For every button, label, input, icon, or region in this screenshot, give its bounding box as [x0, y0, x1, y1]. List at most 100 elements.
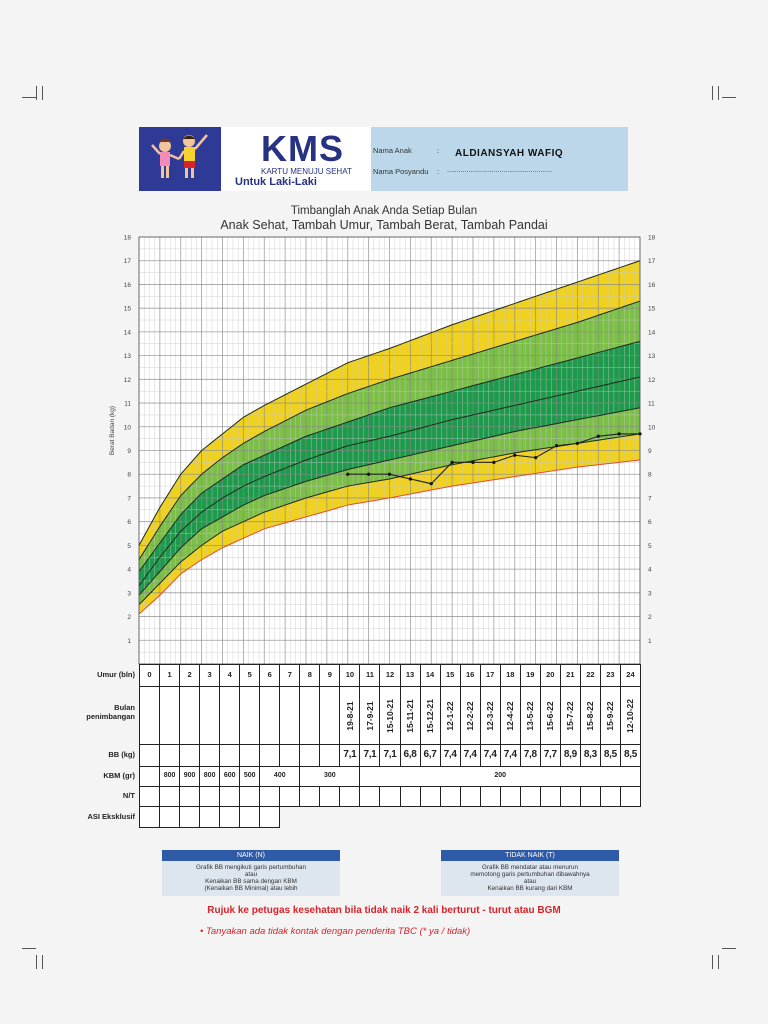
nt-cell: [479, 786, 501, 807]
weight-point: [596, 434, 600, 438]
bulan-label-line: penimbangan: [86, 712, 135, 721]
date-text: 15-9-22: [605, 700, 616, 731]
weight-point: [575, 441, 579, 445]
date-text: 12-3-22: [485, 700, 496, 731]
nt-cell: [399, 786, 421, 807]
children-illustration-icon: [151, 134, 208, 178]
card-header: KMS KARTU MENUJU SEHAT Untuk Laki-Laki N…: [139, 127, 628, 191]
y-tick-label-left: 2: [127, 614, 131, 621]
growth-curve: [138, 376, 641, 587]
y-tick-label-left: 7: [127, 495, 131, 502]
bb-cell: [299, 744, 321, 767]
month-cell: 14: [419, 664, 441, 687]
nt-cell: [159, 786, 181, 807]
crop-mark: [718, 955, 719, 969]
legend-naik: NAIK (N) Grafik BB mengikuti garis pertu…: [162, 850, 340, 896]
date-cell: 15-9-22: [599, 686, 621, 745]
date-text: 15-7-22: [565, 700, 576, 731]
weight-point: [638, 432, 642, 436]
bb-cell: [239, 744, 261, 767]
y-tick-label-right: 9: [648, 448, 652, 455]
y-tick-label-right: 8: [648, 472, 652, 479]
month-cell: 17: [479, 664, 501, 687]
child-name-colon: :: [437, 146, 440, 155]
date-cell: 13-5-22: [519, 686, 541, 745]
y-tick-label-left: 3: [127, 590, 131, 597]
nt-cell: [219, 786, 241, 807]
legend-tidak-line: Grafik BB mendatar atau menurun: [482, 864, 578, 871]
date-cell: 15-8-22: [579, 686, 601, 745]
month-cell: 5: [239, 664, 261, 687]
y-tick-label-left: 14: [124, 329, 132, 336]
nt-cell: [179, 786, 201, 807]
date-cell: 15-12-21: [419, 686, 441, 745]
kbm-cell: 600: [219, 766, 241, 787]
kbm-cell: 900: [179, 766, 201, 787]
nt-cell: [199, 786, 221, 807]
kbm-cell: 800: [159, 766, 181, 787]
month-cell: 15: [439, 664, 461, 687]
date-text: 15-6-22: [545, 700, 556, 731]
kbm-cell: 800: [199, 766, 221, 787]
kbm-cell: 200: [359, 766, 641, 787]
nt-cell: [459, 786, 481, 807]
date-cell: 19-8-21: [339, 686, 361, 745]
legend-naik-line: Kenaikan BB sama dengan KBM: [205, 878, 297, 885]
y-tick-label-left: 8: [127, 472, 131, 479]
bb-cell: 6,8: [399, 744, 421, 767]
bb-cell: 7,4: [459, 744, 481, 767]
kbm-label: KBM (gr): [103, 771, 135, 780]
y-tick-label-left: 5: [127, 543, 131, 550]
child-name-label: Nama Anak: [373, 146, 412, 155]
bulan-label-line: Bulan: [114, 703, 135, 712]
bb-cell: [159, 744, 181, 767]
date-cell: 15-7-22: [559, 686, 581, 745]
bb-cell: 7,4: [439, 744, 461, 767]
growth-curve: [138, 260, 641, 546]
nt-cell: [599, 786, 621, 807]
month-cell: 2: [179, 664, 201, 687]
weight-point: [367, 472, 371, 476]
date-cell: [239, 686, 261, 745]
y-tick-label-right: 18: [648, 235, 656, 242]
y-tick-label-right: 7: [648, 495, 652, 502]
legend-naik-line: (Kenaikan BB Minimal) atau lebih: [204, 885, 298, 892]
legend-tidak-line: atau: [523, 878, 537, 885]
month-cell: 9: [319, 664, 341, 687]
nt-cell: [379, 786, 401, 807]
weight-point: [492, 460, 496, 464]
y-tick-label-left: 16: [124, 282, 132, 289]
kbm-cell: 400: [259, 766, 301, 787]
logo-title: KMS: [261, 128, 344, 169]
y-tick-label-right: 14: [648, 329, 656, 336]
nt-cell: [359, 786, 381, 807]
nt-cell: [319, 786, 341, 807]
child-name-value: ALDIANSYAH WAFIQ: [455, 148, 564, 159]
month-cell: 19: [519, 664, 541, 687]
kbm-cell: [139, 766, 161, 787]
weight-point: [346, 472, 350, 476]
month-cell: 8: [299, 664, 321, 687]
date-text: 15-11-21: [405, 698, 416, 733]
crop-mark: [722, 97, 736, 98]
asi-cell: [159, 806, 181, 828]
bb-cell: 7,1: [379, 744, 401, 767]
logo-subtitle: KARTU MENUJU SEHAT: [261, 167, 352, 176]
y-tick-label-left: 18: [124, 235, 132, 242]
umur-label: Umur (bln): [97, 670, 135, 679]
nt-cell: [519, 786, 541, 807]
nt-cell: [579, 786, 601, 807]
y-tick-label-right: 13: [648, 353, 656, 360]
asi-cell: [199, 806, 221, 828]
date-cell: [159, 686, 181, 745]
legend-naik-title: NAIK (N): [162, 850, 340, 861]
month-cell: 6: [259, 664, 281, 687]
y-axis-label: Berat Badan (kg): [109, 406, 116, 455]
date-cell: [259, 686, 281, 745]
nt-cell: [559, 786, 581, 807]
date-cell: 15-11-21: [399, 686, 421, 745]
date-cell: 12-3-22: [479, 686, 501, 745]
posyandu-colon: :: [437, 167, 440, 176]
nt-cell: [259, 786, 281, 807]
weight-point: [471, 460, 475, 464]
